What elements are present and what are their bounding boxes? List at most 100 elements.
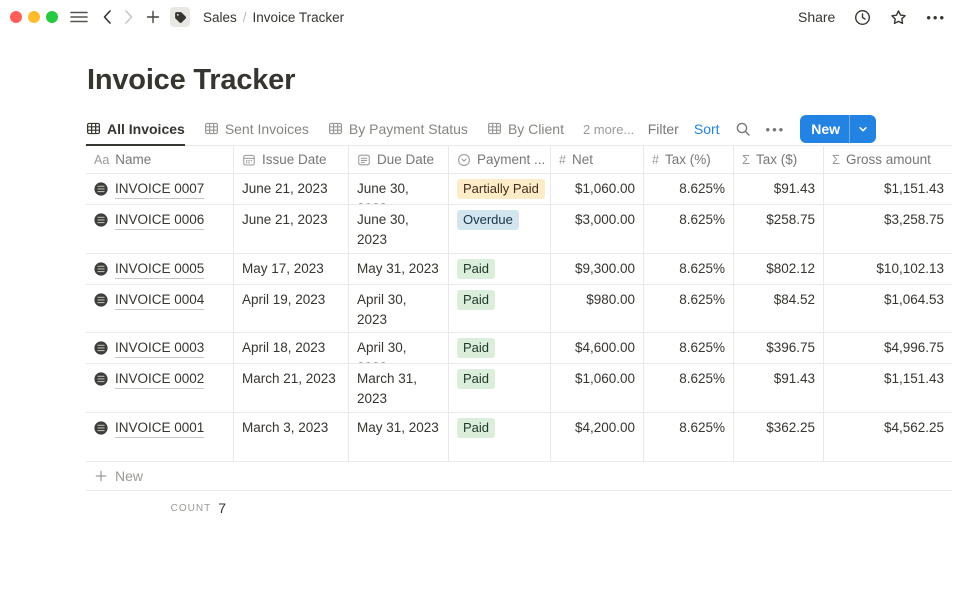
- cell-gross[interactable]: $3,258.75: [883, 212, 944, 227]
- cell-due-date[interactable]: June 30, 2023: [349, 205, 449, 253]
- breadcrumb-teamspace[interactable]: Sales: [203, 9, 237, 25]
- tab-all-invoices[interactable]: All Invoices: [86, 113, 185, 146]
- tab-by-client[interactable]: By Client: [487, 113, 564, 146]
- tab-sent-invoices[interactable]: Sent Invoices: [204, 113, 309, 146]
- invoice-link[interactable]: INVOICE 0003: [115, 338, 205, 358]
- cell-net[interactable]: $980.00: [551, 285, 644, 332]
- cell-name[interactable]: INVOICE 0004: [86, 285, 234, 332]
- chevron-down-icon[interactable]: [849, 115, 876, 143]
- cell-gross[interactable]: $4,562.25: [883, 420, 944, 435]
- column-header-net[interactable]: # Net: [551, 146, 644, 173]
- cell-payment-status[interactable]: Paid: [449, 254, 551, 284]
- invoice-link[interactable]: INVOICE 0006: [115, 210, 205, 230]
- share-button[interactable]: Share: [797, 9, 836, 25]
- cell-name[interactable]: INVOICE 0003: [86, 333, 234, 363]
- invoice-link[interactable]: INVOICE 0004: [115, 290, 205, 310]
- cell-net[interactable]: $9,300.00: [551, 254, 644, 284]
- status-badge[interactable]: Paid: [457, 290, 496, 310]
- filter-button[interactable]: Filter: [647, 121, 679, 137]
- cell-name[interactable]: INVOICE 0007: [86, 174, 234, 204]
- cell-issue-date[interactable]: June 21, 2023: [234, 205, 349, 253]
- column-header-name[interactable]: Aa Name: [86, 146, 234, 173]
- cell-issue-date[interactable]: May 17, 2023: [234, 254, 349, 284]
- column-header-payment[interactable]: Payment ...: [449, 146, 551, 173]
- cell-payment-status[interactable]: Paid: [449, 333, 551, 363]
- cell-gross[interactable]: $1,064.53: [883, 292, 944, 307]
- status-badge[interactable]: Paid: [457, 259, 496, 279]
- cell-due-date[interactable]: April 30, 2023: [349, 285, 449, 332]
- cell-issue-date[interactable]: March 21, 2023: [234, 364, 349, 412]
- zoom-window-button[interactable]: [46, 11, 58, 23]
- cell-net[interactable]: $3,000.00: [551, 205, 644, 253]
- cell-name[interactable]: INVOICE 0001: [86, 413, 234, 461]
- cell-name[interactable]: INVOICE 0002: [86, 364, 234, 412]
- new-entry-label[interactable]: New: [811, 121, 840, 137]
- close-window-button[interactable]: [10, 11, 22, 23]
- cell-payment-status[interactable]: Paid: [449, 413, 551, 461]
- cell-payment-status[interactable]: Paid: [449, 285, 551, 332]
- invoice-link[interactable]: INVOICE 0007: [115, 179, 205, 199]
- cell-issue-date[interactable]: April 18, 2023: [234, 333, 349, 363]
- cell-tax-pct[interactable]: 8.625%: [644, 413, 734, 461]
- cell-payment-status[interactable]: Partially Paid: [449, 174, 551, 204]
- status-badge[interactable]: Partially Paid: [457, 179, 545, 199]
- favorite-star-icon[interactable]: [890, 9, 907, 26]
- new-row-button[interactable]: New: [86, 462, 952, 491]
- cell-due-date[interactable]: April 30, 2023: [349, 333, 449, 363]
- column-header-tax[interactable]: Σ Tax ($): [734, 146, 824, 173]
- cell-tax-pct[interactable]: 8.625%: [644, 174, 734, 204]
- minimize-window-button[interactable]: [28, 11, 40, 23]
- cell-name[interactable]: INVOICE 0006: [86, 205, 234, 253]
- cell-gross[interactable]: $10,102.13: [876, 261, 944, 276]
- invoice-link[interactable]: INVOICE 0001: [115, 418, 205, 438]
- column-header-tax[interactable]: # Tax (%): [644, 146, 734, 173]
- sort-button[interactable]: Sort: [693, 121, 720, 137]
- cell-tax-pct[interactable]: 8.625%: [644, 364, 734, 412]
- cell-name[interactable]: INVOICE 0005: [86, 254, 234, 284]
- more-views-button[interactable]: 2 more...: [582, 121, 635, 137]
- cell-net[interactable]: $1,060.00: [551, 174, 644, 204]
- invoice-link[interactable]: INVOICE 0002: [115, 369, 205, 389]
- cell-tax-usd[interactable]: $396.75: [734, 333, 824, 363]
- cell-net[interactable]: $1,060.00: [551, 364, 644, 412]
- cell-payment-status[interactable]: Paid: [449, 364, 551, 412]
- cell-issue-date[interactable]: March 3, 2023: [234, 413, 349, 461]
- status-badge[interactable]: Paid: [457, 418, 496, 438]
- new-entry-button[interactable]: New: [800, 115, 876, 143]
- sidebar-toggle-icon[interactable]: [70, 9, 88, 25]
- cell-tax-usd[interactable]: $258.75: [734, 205, 824, 253]
- column-header-issue-date[interactable]: Issue Date: [234, 146, 349, 173]
- column-header-due-date[interactable]: Due Date: [349, 146, 449, 173]
- search-icon[interactable]: [735, 121, 751, 137]
- cell-gross[interactable]: $4,996.75: [883, 340, 944, 355]
- teamspace-tag-icon[interactable]: [170, 7, 190, 27]
- cell-tax-pct[interactable]: 8.625%: [644, 333, 734, 363]
- cell-tax-pct[interactable]: 8.625%: [644, 285, 734, 332]
- tab-by-payment-status[interactable]: By Payment Status: [328, 113, 468, 146]
- cell-due-date[interactable]: May 31, 2023: [349, 413, 449, 461]
- back-icon[interactable]: [102, 9, 112, 25]
- new-page-icon[interactable]: [146, 10, 160, 24]
- more-options-icon[interactable]: •••: [926, 9, 946, 25]
- cell-tax-usd[interactable]: $84.52: [734, 285, 824, 332]
- column-header-gross-amount[interactable]: Σ Gross amount: [824, 146, 952, 173]
- cell-tax-pct[interactable]: 8.625%: [644, 254, 734, 284]
- cell-issue-date[interactable]: April 19, 2023: [234, 285, 349, 332]
- cell-tax-usd[interactable]: $91.43: [734, 174, 824, 204]
- cell-net[interactable]: $4,600.00: [551, 333, 644, 363]
- status-badge[interactable]: Paid: [457, 338, 496, 358]
- invoice-link[interactable]: INVOICE 0005: [115, 259, 205, 279]
- cell-tax-usd[interactable]: $91.43: [734, 364, 824, 412]
- cell-gross[interactable]: $1,151.43: [883, 181, 944, 196]
- status-badge[interactable]: Overdue: [457, 210, 519, 230]
- cell-net[interactable]: $4,200.00: [551, 413, 644, 461]
- view-options-icon[interactable]: •••: [765, 121, 786, 137]
- updates-clock-icon[interactable]: [854, 9, 871, 26]
- cell-gross[interactable]: $1,151.43: [883, 371, 944, 386]
- cell-tax-pct[interactable]: 8.625%: [644, 205, 734, 253]
- cell-tax-usd[interactable]: $802.12: [734, 254, 824, 284]
- cell-issue-date[interactable]: June 21, 2023: [234, 174, 349, 204]
- cell-due-date[interactable]: May 31, 2023: [349, 254, 449, 284]
- cell-due-date[interactable]: June 30, 2023: [349, 174, 449, 204]
- breadcrumb-page[interactable]: Invoice Tracker: [252, 9, 345, 25]
